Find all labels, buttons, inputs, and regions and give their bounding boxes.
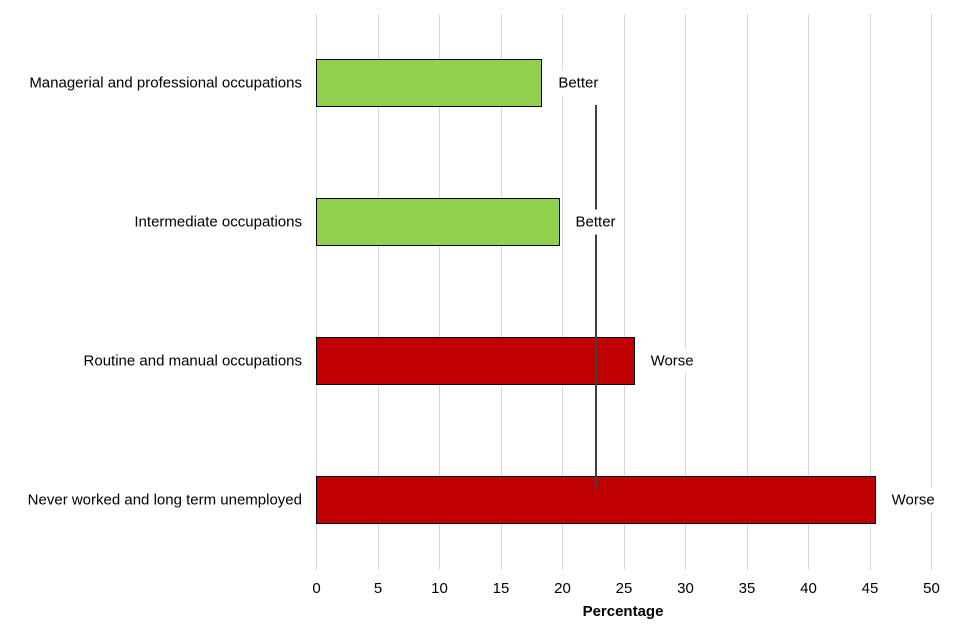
gridline <box>747 14 748 570</box>
bar <box>316 337 635 385</box>
x-tick-label: 20 <box>554 580 571 597</box>
reference-line <box>595 105 598 490</box>
x-tick-label: 0 <box>312 580 321 597</box>
gridline <box>501 14 502 570</box>
x-tick-label: 50 <box>923 580 940 597</box>
gridline <box>624 14 625 570</box>
gridline <box>439 14 440 570</box>
bar <box>316 476 876 524</box>
category-label: Managerial and professional occupations <box>29 74 302 92</box>
bar-annotation: Better <box>552 70 605 96</box>
gridline <box>808 14 809 570</box>
gridline <box>685 14 686 570</box>
x-tick-label: 45 <box>861 580 879 597</box>
x-tick-label: 15 <box>492 580 510 597</box>
gridline <box>562 14 563 570</box>
x-tick-label: 10 <box>431 580 448 597</box>
bar-annotation: Worse <box>644 348 700 374</box>
bar-annotation: Better <box>569 209 622 235</box>
x-tick-label: 30 <box>677 580 694 597</box>
x-tick-label: 35 <box>738 580 756 597</box>
bar <box>316 198 560 246</box>
category-label: Never worked and long term unemployed <box>27 491 302 509</box>
gridline <box>378 14 379 570</box>
category-label: Routine and manual occupations <box>83 352 302 370</box>
bar-annotation: Worse <box>885 487 941 513</box>
x-axis-title: Percentage <box>582 603 664 620</box>
gridline <box>931 14 932 570</box>
x-tick-label: 5 <box>373 580 383 597</box>
x-tick-label: 40 <box>800 580 817 597</box>
x-tick-label: 25 <box>615 580 633 597</box>
gridline <box>316 14 317 570</box>
bar <box>316 59 543 107</box>
gridline <box>870 14 871 570</box>
category-label: Intermediate occupations <box>134 213 302 231</box>
